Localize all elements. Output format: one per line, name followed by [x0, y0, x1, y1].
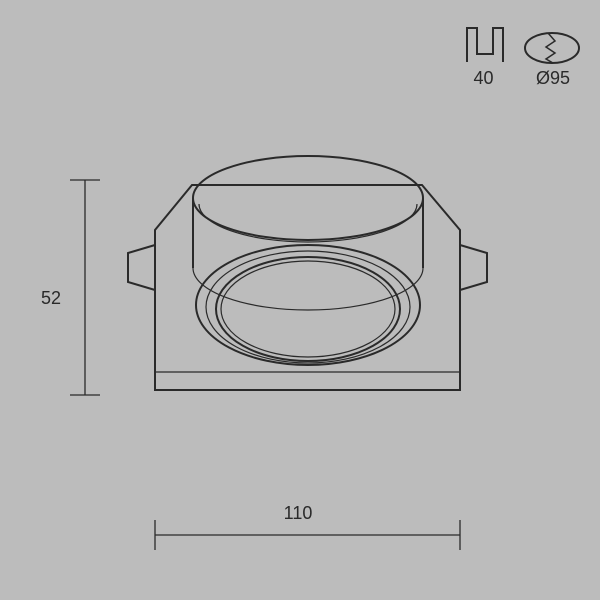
clip-left: [128, 245, 155, 290]
cutout-icon-label: Ø95: [523, 68, 583, 89]
depth-icon-label: 40: [456, 68, 511, 89]
width-dim-label: 110: [278, 503, 318, 524]
aperture-outer: [196, 245, 420, 365]
height-dim-label: 52: [36, 288, 66, 309]
rim-top-back: [193, 156, 423, 198]
clip-right: [460, 245, 487, 290]
cutout-tear-mark: [546, 33, 555, 63]
depth-icon: [467, 28, 503, 62]
